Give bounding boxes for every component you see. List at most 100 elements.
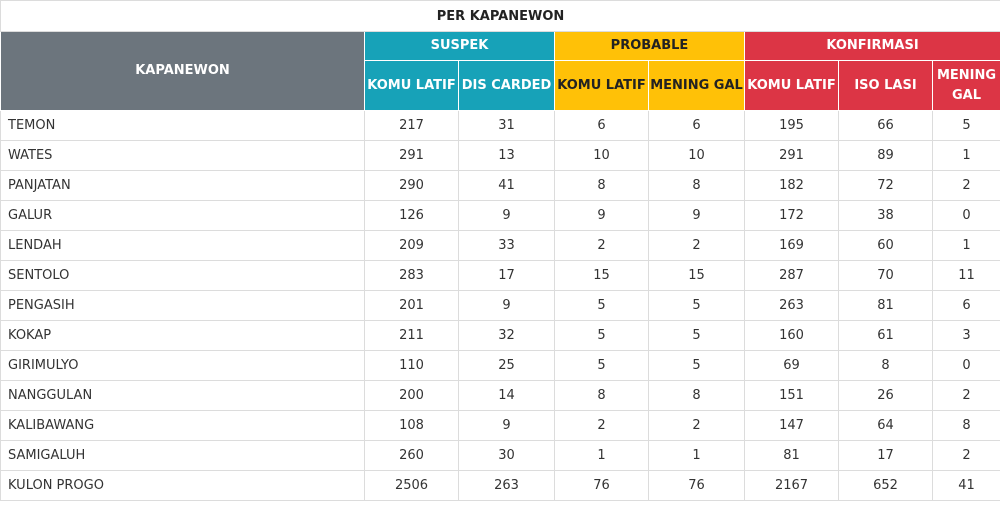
konfirmasi-komulatif-cell: 172 (744, 200, 839, 231)
table-row: KOKAP 211 32 5 5 160 61 3 (0, 320, 1000, 351)
suspek-komulatif-cell: 211 (364, 320, 459, 351)
suspek-komulatif-cell: 217 (364, 110, 459, 141)
konfirmasi-meninggal-cell: 5 (931, 110, 1000, 141)
kapanewon-name-cell: KULON PROGO (0, 470, 365, 501)
konfirmasi-meninggal-cell: 11 (931, 260, 1000, 291)
konfirmasi-group-header: KONFIRMASI (743, 31, 1000, 61)
probable-meninggal-cell: 15 (648, 260, 745, 291)
konfirmasi-meninggal-cell: 0 (931, 350, 1000, 381)
konfirmasi-komulatif-cell: 287 (744, 260, 839, 291)
kapanewon-name-cell: SAMIGALUH (0, 440, 365, 471)
probable-komulatif-cell: 2 (554, 230, 649, 261)
table-row: KULON PROGO 2506 263 76 76 2167 652 41 (0, 470, 1000, 501)
konfirmasi-isolasi-cell: 652 (838, 470, 933, 501)
konfirmasi-meninggal-cell: 41 (931, 470, 1000, 501)
konfirmasi-komulatif-cell: 147 (744, 410, 839, 441)
probable-komulatif-cell: 76 (554, 470, 649, 501)
suspek-discarded-cell: 9 (458, 410, 555, 441)
table-title: PER KAPANEWON (0, 0, 1000, 32)
suspek-komulatif-cell: 200 (364, 380, 459, 411)
probable-komulatif-cell: 2 (554, 410, 649, 441)
konfirmasi-komulatif-cell: 81 (744, 440, 839, 471)
konfirmasi-isolasi-cell: 64 (838, 410, 933, 441)
table-row: PENGASIH 201 9 5 5 263 81 6 (0, 290, 1000, 321)
suspek-komulatif-cell: 108 (364, 410, 459, 441)
konfirmasi-meninggal-cell: 3 (931, 320, 1000, 351)
konfirmasi-isolasi-cell: 26 (838, 380, 933, 411)
kapanewon-name-cell: KOKAP (0, 320, 365, 351)
konfirmasi-komulatif-cell: 182 (744, 170, 839, 201)
probable-komulatif-cell: 9 (554, 200, 649, 231)
table-row: PANJATAN 290 41 8 8 182 72 2 (0, 170, 1000, 201)
konfirmasi-isolasi-cell: 89 (838, 140, 933, 171)
suspek-discarded-cell: 14 (458, 380, 555, 411)
suspek-discarded-cell: 17 (458, 260, 555, 291)
konfirmasi-isolasi-cell: 60 (838, 230, 933, 261)
suspek-discarded-cell: 263 (458, 470, 555, 501)
probable-meninggal-cell: 5 (648, 320, 745, 351)
konfirmasi-meninggal-cell: 2 (931, 440, 1000, 471)
suspek-komulatif-cell: 2506 (364, 470, 459, 501)
kapanewon-table: PER KAPANEWON KAPANEWON SUSPEK PROBABLE … (0, 0, 1000, 501)
probable-komulatif-header: KOMU LATIF (554, 60, 649, 111)
suspek-komulatif-cell: 209 (364, 230, 459, 261)
suspek-komulatif-cell: 283 (364, 260, 459, 291)
probable-meninggal-cell: 2 (648, 410, 745, 441)
konfirmasi-isolasi-cell: 61 (838, 320, 933, 351)
kapanewon-name-cell: KALIBAWANG (0, 410, 365, 441)
konfirmasi-komulatif-cell: 169 (744, 230, 839, 261)
probable-meninggal-cell: 10 (648, 140, 745, 171)
konfirmasi-meninggal-cell: 6 (931, 290, 1000, 321)
kapanewon-name-cell: NANGGULAN (0, 380, 365, 411)
konfirmasi-isolasi-cell: 8 (838, 350, 933, 381)
konfirmasi-komulatif-cell: 195 (744, 110, 839, 141)
suspek-discarded-cell: 31 (458, 110, 555, 141)
probable-meninggal-cell: 8 (648, 170, 745, 201)
table-row: KALIBAWANG 108 9 2 2 147 64 8 (0, 410, 1000, 441)
konfirmasi-isolasi-cell: 17 (838, 440, 933, 471)
suspek-discarded-cell: 25 (458, 350, 555, 381)
suspek-discarded-cell: 41 (458, 170, 555, 201)
konfirmasi-komulatif-cell: 2167 (744, 470, 839, 501)
probable-meninggal-cell: 9 (648, 200, 745, 231)
probable-meninggal-cell: 5 (648, 350, 745, 381)
kapanewon-name-cell: PENGASIH (0, 290, 365, 321)
probable-komulatif-cell: 8 (554, 380, 649, 411)
konfirmasi-komulatif-cell: 291 (744, 140, 839, 171)
kapanewon-name-cell: SENTOLO (0, 260, 365, 291)
table-row: SAMIGALUH 260 30 1 1 81 17 2 (0, 440, 1000, 471)
konfirmasi-isolasi-cell: 72 (838, 170, 933, 201)
probable-meninggal-header: MENING GAL (648, 60, 745, 111)
konfirmasi-isolasi-cell: 70 (838, 260, 933, 291)
kapanewon-header: KAPANEWON (0, 31, 365, 111)
probable-komulatif-cell: 5 (554, 320, 649, 351)
probable-komulatif-cell: 15 (554, 260, 649, 291)
suspek-komulatif-cell: 291 (364, 140, 459, 171)
probable-komulatif-cell: 5 (554, 290, 649, 321)
suspek-komulatif-header: KOMU LATIF (364, 60, 459, 111)
konfirmasi-isolasi-header: ISO LASI (838, 60, 933, 111)
suspek-komulatif-cell: 290 (364, 170, 459, 201)
konfirmasi-isolasi-cell: 81 (838, 290, 933, 321)
konfirmasi-meninggal-cell: 0 (931, 200, 1000, 231)
konfirmasi-meninggal-header: MENING GAL (931, 60, 1000, 111)
kapanewon-name-cell: GIRIMULYO (0, 350, 365, 381)
konfirmasi-isolasi-cell: 66 (838, 110, 933, 141)
table-row: GIRIMULYO 110 25 5 5 69 8 0 (0, 350, 1000, 381)
konfirmasi-meninggal-cell: 1 (931, 140, 1000, 171)
konfirmasi-meninggal-cell: 2 (931, 380, 1000, 411)
probable-komulatif-cell: 1 (554, 440, 649, 471)
suspek-discarded-cell: 32 (458, 320, 555, 351)
konfirmasi-meninggal-cell: 1 (931, 230, 1000, 261)
probable-komulatif-cell: 8 (554, 170, 649, 201)
suspek-komulatif-cell: 126 (364, 200, 459, 231)
kapanewon-name-cell: GALUR (0, 200, 365, 231)
probable-meninggal-cell: 76 (648, 470, 745, 501)
probable-meninggal-cell: 6 (648, 110, 745, 141)
kapanewon-name-cell: WATES (0, 140, 365, 171)
table-row: NANGGULAN 200 14 8 8 151 26 2 (0, 380, 1000, 411)
probable-komulatif-cell: 5 (554, 350, 649, 381)
suspek-komulatif-cell: 260 (364, 440, 459, 471)
probable-meninggal-cell: 8 (648, 380, 745, 411)
suspek-discarded-cell: 33 (458, 230, 555, 261)
